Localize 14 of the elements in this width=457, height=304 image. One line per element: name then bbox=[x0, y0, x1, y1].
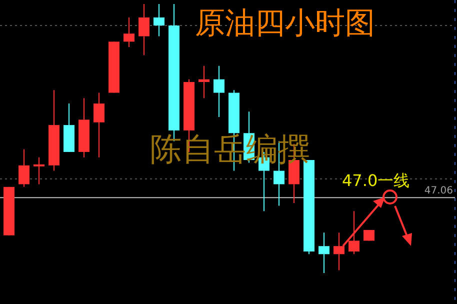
candlestick bbox=[334, 232, 344, 271]
candlestick bbox=[138, 4, 150, 56]
candlestick bbox=[124, 16, 134, 48]
candlestick bbox=[318, 232, 330, 274]
candlestick bbox=[214, 65, 224, 118]
candlestick bbox=[198, 65, 210, 99]
annotation: 47.0一线 bbox=[342, 171, 410, 190]
text: 47.06 bbox=[424, 186, 453, 197]
candlestick bbox=[34, 156, 44, 185]
candlestick bbox=[94, 92, 104, 158]
candlestick bbox=[18, 148, 30, 188]
chart-title: 原油四小时图 bbox=[195, 6, 375, 41]
candlestick bbox=[348, 210, 360, 255]
candlestick bbox=[154, 4, 164, 37]
